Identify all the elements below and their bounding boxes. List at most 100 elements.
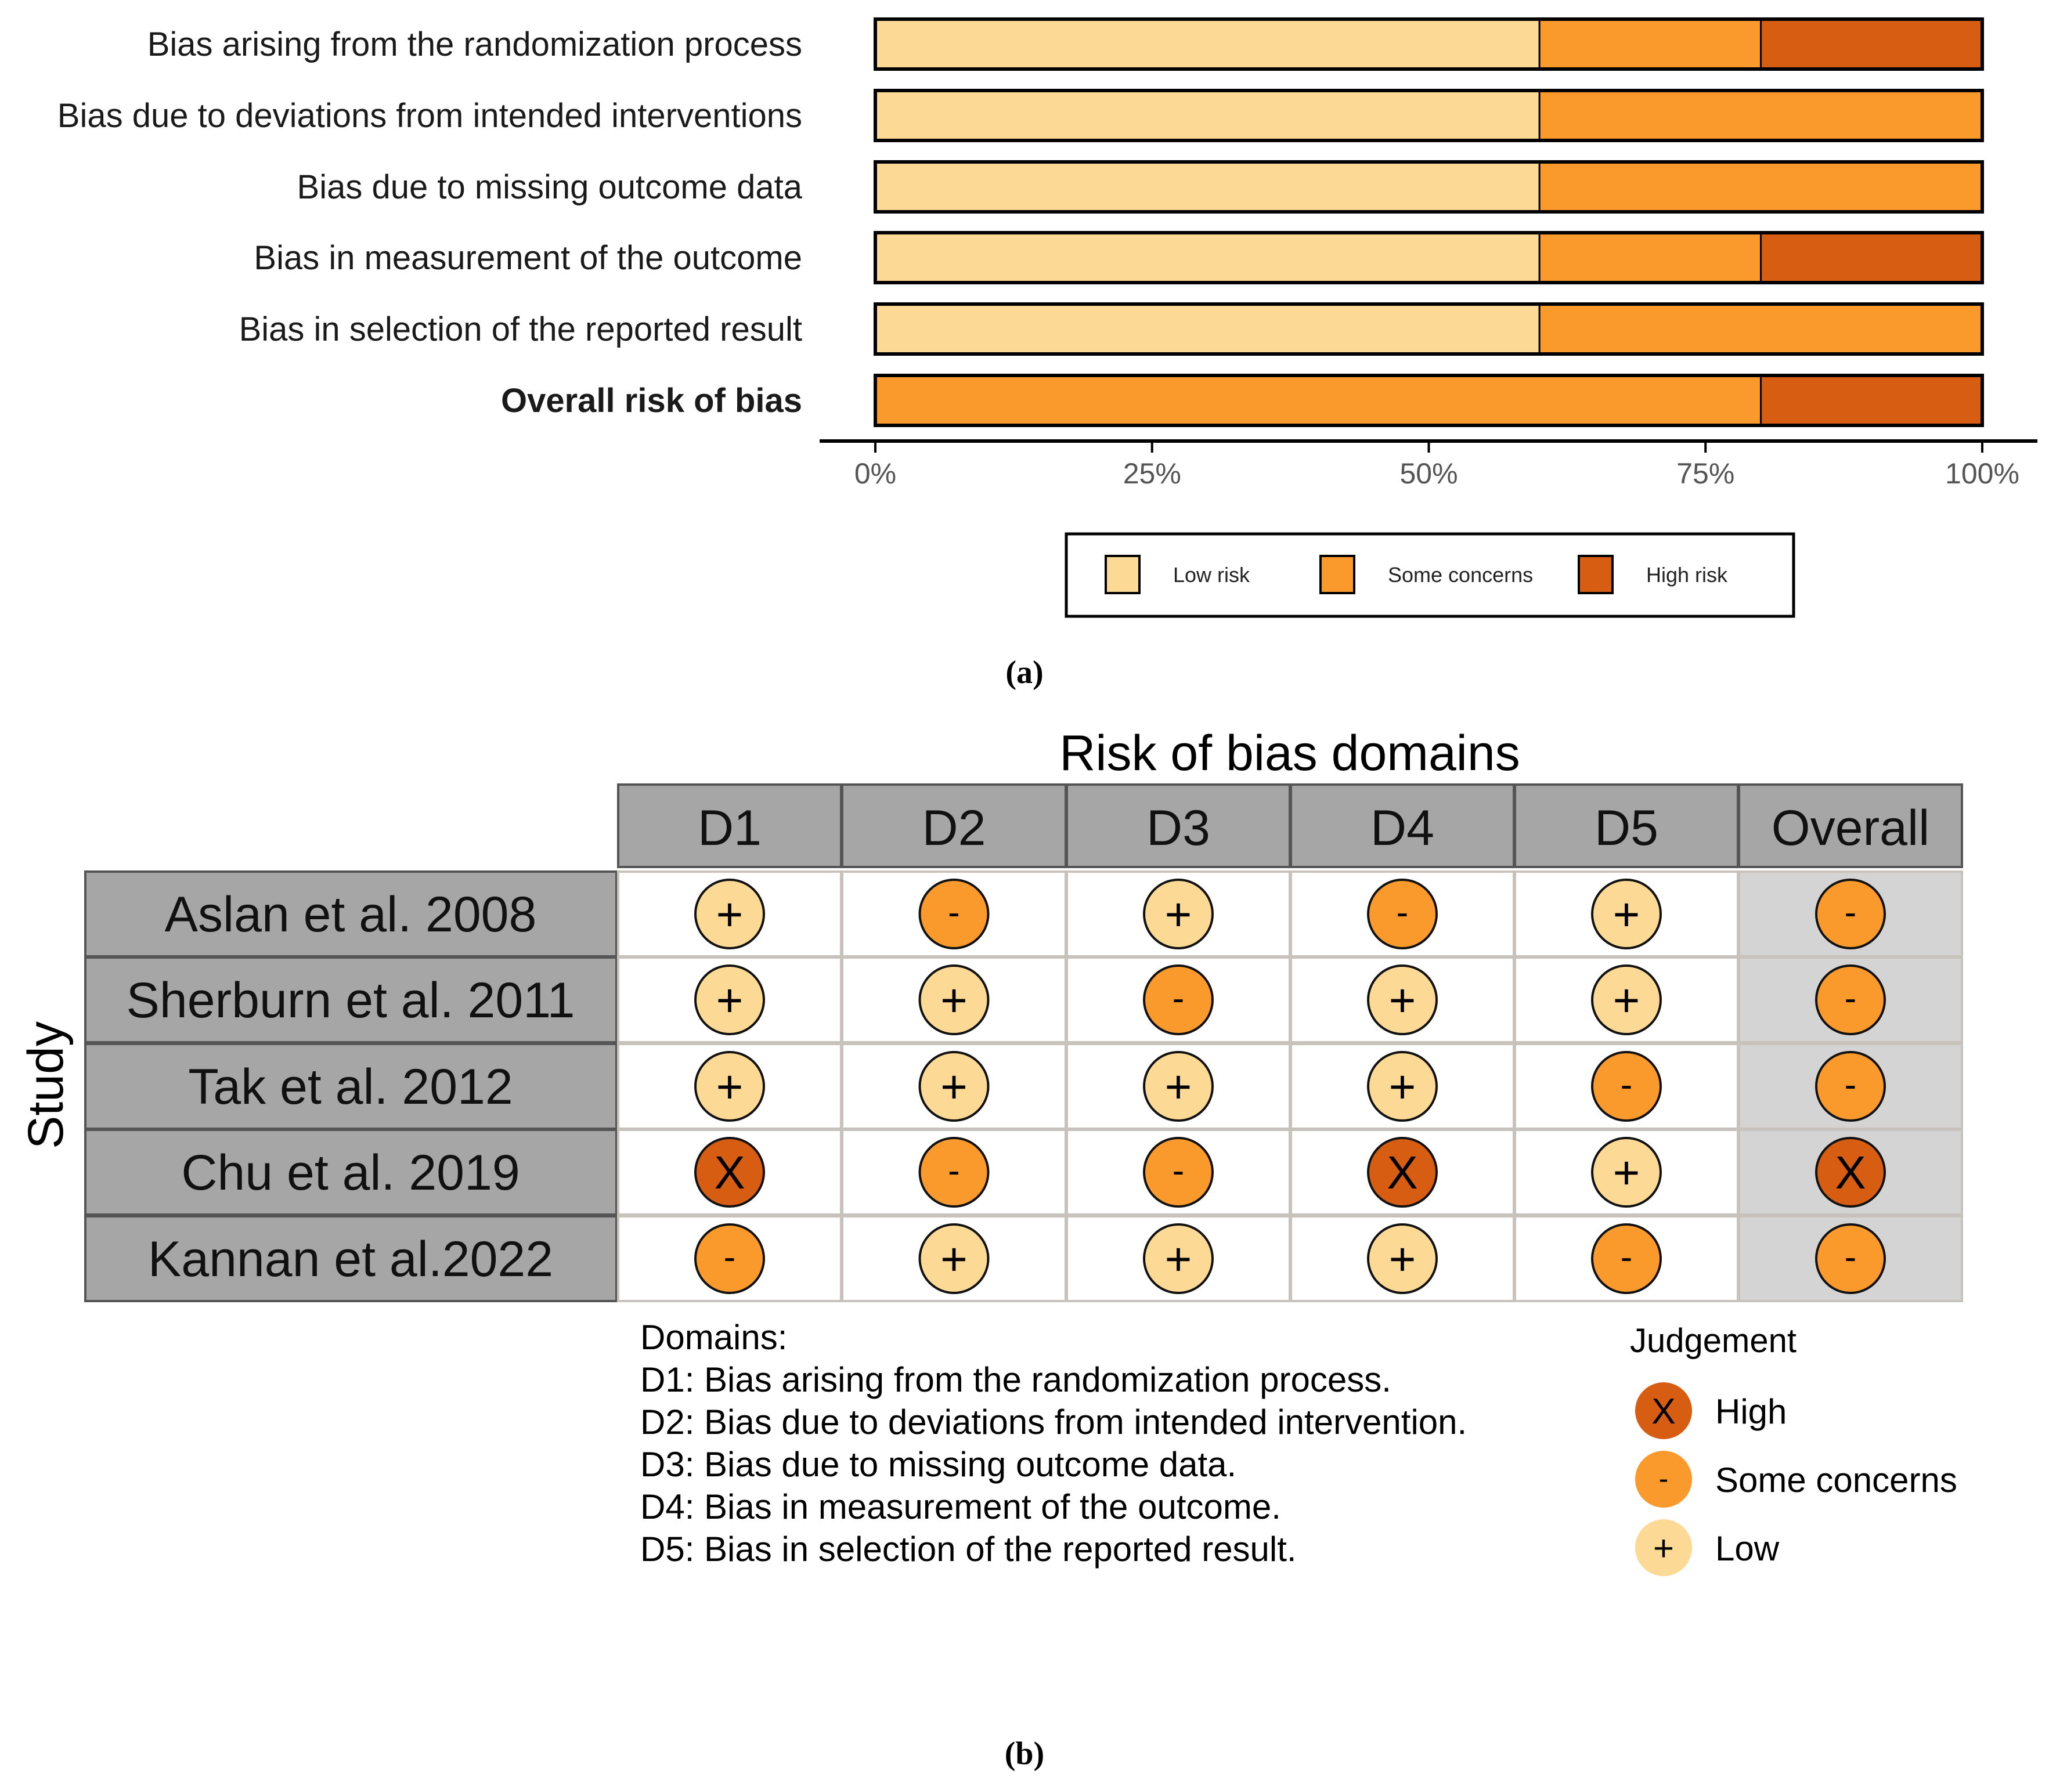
judgement-circle xyxy=(918,1051,990,1122)
legend-box xyxy=(1065,532,1795,618)
domain-description: D5: Bias in selection of the reported re… xyxy=(640,1530,1297,1569)
table-title: Risk of bias domains xyxy=(1059,725,1520,781)
bar-segment xyxy=(1538,232,1762,284)
judgement-circle xyxy=(1367,879,1438,949)
bar-segment xyxy=(874,232,1541,284)
judgement-circle xyxy=(694,879,765,949)
judgement-circle xyxy=(1591,964,1662,1035)
bar-segment xyxy=(874,18,1541,70)
judgement-symbol: + xyxy=(1613,1147,1640,1198)
judgement-symbol: + xyxy=(1389,974,1416,1026)
judgement-circle xyxy=(694,1223,765,1294)
category-label: Bias due to missing outcome data xyxy=(297,168,803,206)
study-cell xyxy=(84,1215,618,1302)
bar-segment xyxy=(1760,374,1983,427)
judgement-circle xyxy=(1591,879,1662,949)
judgement-circle xyxy=(1591,1223,1662,1294)
study-cell xyxy=(84,956,618,1043)
judgement-symbol: + xyxy=(1613,974,1640,1026)
study-cell xyxy=(84,1129,618,1216)
domain-description: D3: Bias due to missing outcome data. xyxy=(640,1445,1236,1484)
category-label: Bias due to deviations from intended int… xyxy=(57,97,802,135)
judgement-circle xyxy=(1143,879,1214,949)
legend-swatch xyxy=(1105,555,1141,594)
judgement-symbol: + xyxy=(1165,1233,1192,1285)
column-header-label: D2 xyxy=(922,800,986,856)
panel-label-a: (a) xyxy=(1005,655,1043,691)
column-header-label: D1 xyxy=(698,800,762,856)
judgement-circle xyxy=(1815,1223,1886,1294)
row-axis-label: Study xyxy=(18,1021,74,1149)
judgement-symbol: - xyxy=(724,1237,736,1277)
x-tick-label: 25% xyxy=(1123,457,1181,490)
study-label: Chu et al. 2019 xyxy=(181,1145,520,1201)
judgement-symbol: + xyxy=(716,1061,744,1112)
judgement-symbol: X xyxy=(1387,1147,1417,1198)
judgement-circle xyxy=(1591,1137,1662,1208)
judgement-circle xyxy=(1143,964,1214,1035)
column-header-label: D4 xyxy=(1370,800,1434,856)
judgement-symbol: X xyxy=(1835,1147,1866,1198)
category-label: Bias arising from the randomization proc… xyxy=(147,26,802,63)
panel-b-traffic-light-table: Risk of bias domains D1 D2 D3 D4 D5 Overall Asl… xyxy=(18,725,1963,1772)
bar-outline xyxy=(874,231,1984,284)
judgement-circle xyxy=(1367,1137,1438,1208)
domain-description: D1: Bias arising from the randomization … xyxy=(640,1360,1391,1399)
judgement-legend-label: High xyxy=(1715,1392,1787,1431)
bar-segment xyxy=(1760,18,1983,70)
bar-segment xyxy=(1760,232,1983,284)
judgement-circle xyxy=(918,964,990,1035)
judgement-symbol: + xyxy=(940,1233,968,1285)
legend-swatch xyxy=(1319,555,1355,594)
judgement-symbol: - xyxy=(1845,1237,1857,1277)
bar-outline xyxy=(874,89,1984,142)
column-header-label: D3 xyxy=(1146,800,1210,856)
x-tick-label: 0% xyxy=(854,457,896,490)
judgement-circle xyxy=(918,879,990,949)
judgement-symbol: + xyxy=(1165,1061,1192,1112)
legend-label: Low risk xyxy=(1173,563,1250,587)
panel-a-bar-chart: Bias arising from the randomization proc… xyxy=(57,17,2037,691)
judgement-circle xyxy=(1591,1051,1662,1122)
bar-segment xyxy=(1538,18,1762,70)
column-header-label: Overall xyxy=(1772,800,1929,856)
column-header-cell xyxy=(1514,783,1739,868)
judgement-legend-circle xyxy=(1635,1519,1692,1576)
judgement-circle xyxy=(694,1137,765,1208)
x-tick-label: 50% xyxy=(1399,457,1458,490)
domain-description: D2: Bias due to deviations from intended… xyxy=(640,1403,1467,1441)
category-label: Overall risk of bias xyxy=(501,382,802,420)
judgement-circle xyxy=(1815,879,1886,949)
bar-segment xyxy=(1538,303,1983,355)
column-header-cell xyxy=(841,783,1067,868)
bar-segment xyxy=(874,303,1541,355)
judgement-circle xyxy=(694,964,765,1035)
judgement-circle xyxy=(1143,1137,1214,1208)
judgement-circle xyxy=(694,1051,765,1122)
study-cell xyxy=(84,870,618,958)
judgement-legend-symbol: + xyxy=(1653,1529,1674,1569)
judgement-legend-label: Some concerns xyxy=(1715,1461,1957,1500)
bar-outline xyxy=(874,302,1984,356)
judgement-circle xyxy=(918,1223,990,1294)
judgement-symbol: - xyxy=(1621,1237,1633,1277)
bar-outline xyxy=(874,160,1984,214)
judgement-symbol: + xyxy=(1613,888,1640,940)
judgement-circle xyxy=(1367,1223,1438,1294)
judgement-symbol: - xyxy=(1845,1065,1857,1105)
legend-label: High risk xyxy=(1646,563,1728,587)
domain-description: D4: Bias in measurement of the outcome. xyxy=(640,1487,1281,1526)
judgement-symbol: + xyxy=(716,888,744,940)
category-label: Bias in measurement of the outcome xyxy=(254,239,802,277)
judgement-symbol: - xyxy=(1173,978,1185,1018)
judgement-symbol: - xyxy=(1845,893,1857,933)
judgement-legend-circle xyxy=(1635,1451,1692,1508)
judgement-symbol: - xyxy=(1173,1151,1185,1191)
judgement-legend-symbol: X xyxy=(1651,1392,1675,1432)
judgement-circle xyxy=(1367,1051,1438,1122)
bar-segment xyxy=(874,89,1541,142)
bar-segment xyxy=(1538,161,1983,213)
judgement-symbol: - xyxy=(1397,893,1409,933)
bar-segment xyxy=(874,374,1762,427)
judgement-title: Judgement xyxy=(1630,1322,1797,1360)
